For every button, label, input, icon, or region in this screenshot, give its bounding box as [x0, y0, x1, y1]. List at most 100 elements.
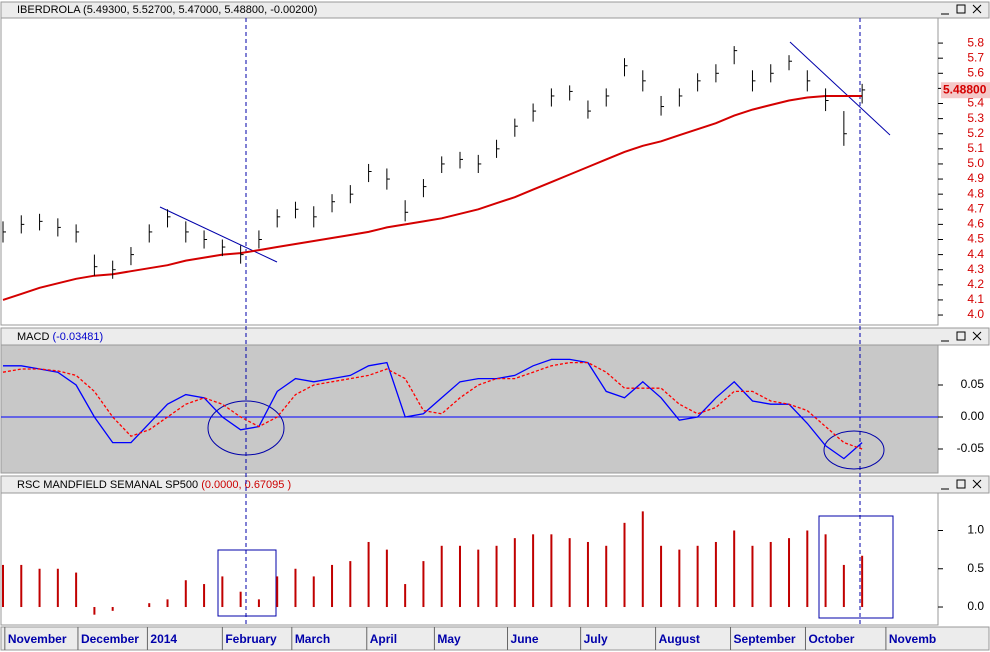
y-tick-label: 4.3 — [967, 262, 984, 276]
bar — [678, 549, 681, 608]
pane-title: IBERDROLA (5.49300, 5.52700, 5.47000, 5.… — [17, 4, 317, 16]
bar — [257, 599, 260, 608]
y-tick-label: 5.7 — [967, 50, 984, 64]
x-tick-label: June — [511, 632, 539, 646]
x-tick-label: August — [659, 632, 700, 646]
bar — [93, 607, 96, 615]
x-tick-label: September — [734, 632, 796, 646]
bar — [513, 538, 516, 608]
x-tick-label: July — [584, 632, 608, 646]
y-tick-label: 4.2 — [967, 277, 984, 291]
bar — [806, 530, 809, 608]
bar — [495, 545, 498, 608]
y-tick-label: 4.0 — [967, 307, 984, 321]
bar — [440, 545, 443, 608]
bar — [312, 576, 315, 608]
bar — [824, 534, 827, 608]
y-tick-label: 5.2 — [967, 126, 984, 140]
bar — [769, 541, 772, 608]
plot-area — [0, 492, 939, 626]
bar — [239, 591, 242, 608]
bar — [568, 538, 571, 608]
pane-title: RSC MANDFIELD SEMANAL SP500 (0.0000, 0.6… — [17, 479, 291, 491]
last-price-label: 5.48800 — [943, 82, 987, 96]
y-tick-label: 4.5 — [967, 232, 984, 246]
line — [3, 358, 863, 460]
y-tick-label: 5.3 — [967, 111, 984, 125]
bar — [477, 549, 480, 608]
x-tick-label: March — [295, 632, 330, 646]
bar — [586, 541, 589, 608]
bar — [331, 564, 334, 608]
y-tick-label: 0.05 — [961, 377, 985, 391]
x-tick-label: May — [437, 632, 461, 646]
y-tick-label: -0.05 — [957, 441, 985, 455]
bar — [221, 576, 224, 608]
y-tick-label: 0.00 — [961, 409, 985, 423]
bar — [20, 564, 23, 608]
bar — [184, 580, 187, 608]
bar — [385, 549, 388, 608]
x-axis-bar — [0, 626, 990, 651]
x-tick-label: April — [370, 632, 397, 646]
bar — [550, 534, 553, 608]
bar — [660, 545, 663, 608]
x-tick-label: Novemb — [889, 632, 936, 646]
line — [2, 361, 863, 450]
bar — [38, 568, 41, 608]
bar — [605, 545, 608, 608]
bar — [111, 607, 114, 611]
plot-area — [0, 344, 939, 474]
bar — [294, 568, 297, 608]
y-tick-label: 4.1 — [967, 292, 984, 306]
bar — [458, 545, 461, 608]
y-tick-label: 5.1 — [967, 141, 984, 155]
y-tick-label: 5.8 — [967, 35, 984, 49]
bar — [203, 584, 206, 608]
y-tick-label: 4.9 — [967, 171, 984, 185]
bar — [623, 522, 626, 608]
plot-area — [0, 17, 939, 326]
y-tick-label: 4.8 — [967, 186, 984, 200]
y-tick-label: 4.7 — [967, 201, 984, 215]
bar — [842, 564, 845, 608]
bar — [75, 572, 78, 608]
bar — [148, 603, 151, 608]
y-tick-label: 0.0 — [967, 599, 984, 613]
bar — [532, 534, 535, 608]
bar — [714, 541, 717, 608]
line — [2, 95, 863, 301]
bar — [696, 545, 699, 608]
bar — [641, 511, 644, 608]
y-tick-label: 4.4 — [967, 247, 984, 261]
bar — [2, 564, 4, 608]
bar — [751, 545, 754, 608]
bar — [349, 561, 352, 608]
x-tick-label: 2014 — [150, 632, 177, 646]
y-tick-label: 1.0 — [967, 523, 984, 537]
y-tick-label: 5.6 — [967, 65, 984, 79]
x-tick-label: October — [808, 632, 854, 646]
bar — [788, 538, 791, 608]
bar — [422, 561, 425, 608]
pane-title: MACD (-0.03481) — [17, 331, 103, 343]
x-tick-label: November — [8, 632, 67, 646]
bar — [861, 555, 864, 608]
bar — [733, 530, 736, 608]
y-tick-label: 5.4 — [967, 96, 984, 110]
y-tick-label: 4.6 — [967, 217, 984, 231]
x-tick-label: February — [225, 632, 277, 646]
y-tick-label: 5.0 — [967, 156, 984, 170]
window-buttons[interactable] — [941, 4, 982, 490]
bar — [404, 584, 407, 608]
x-tick-label: December — [81, 632, 139, 646]
bar — [276, 576, 279, 608]
bar — [367, 541, 370, 608]
last-price-box — [941, 82, 990, 99]
cursor-lines — [245, 18, 861, 627]
bar — [56, 568, 59, 608]
y-tick-label: 0.5 — [967, 561, 984, 575]
annotations — [159, 41, 894, 619]
title-bar — [0, 327, 990, 346]
